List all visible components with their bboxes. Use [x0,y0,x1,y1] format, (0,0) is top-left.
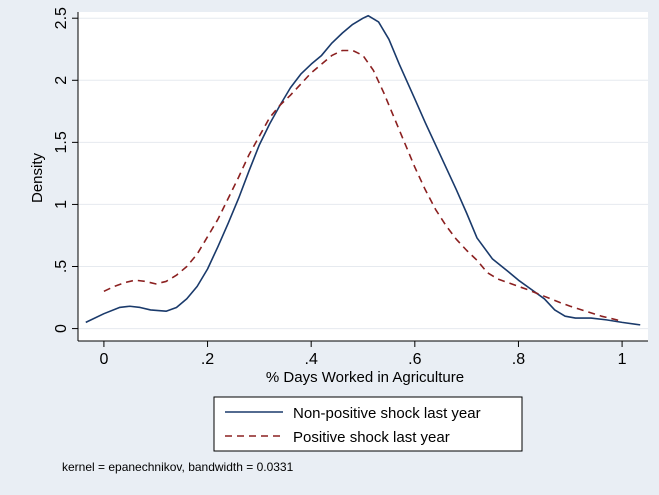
legend-label-positive: Positive shock last year [293,429,450,446]
kernel-note: kernel = epanechnikov, bandwidth = 0.033… [62,460,294,474]
y-tick-label: 1.5 [53,131,70,153]
x-tick-label: 0 [99,351,108,368]
y-tick-label: 0 [53,324,70,333]
series-lines [85,14,641,326]
y-tick-label: 2.5 [53,7,70,29]
x-tick-label: .6 [408,351,421,368]
legend-label-non-positive: Non-positive shock last year [293,405,481,422]
series-line-non-positive-shock [85,14,641,326]
plot-area [78,12,648,341]
series-line-positive-shock [103,49,623,324]
axes: 0 .5 1 1.5 2 2.5 0 .2 .4 .6 .8 1 [53,7,648,368]
y-tick-label: 1 [53,200,70,209]
x-tick-label: 1 [618,351,627,368]
x-tick-label: .4 [305,351,318,368]
x-axis-title: % Days Worked in Agriculture [266,369,464,386]
y-tick-label: 2 [53,76,70,85]
y-tick-label: .5 [53,260,70,273]
x-tick-label: .8 [512,351,525,368]
legend-box [213,396,523,452]
x-tick-label: .2 [201,351,214,368]
legend: Non-positive shock last year Positive sh… [213,396,523,452]
y-axis-title: Density [29,152,46,203]
